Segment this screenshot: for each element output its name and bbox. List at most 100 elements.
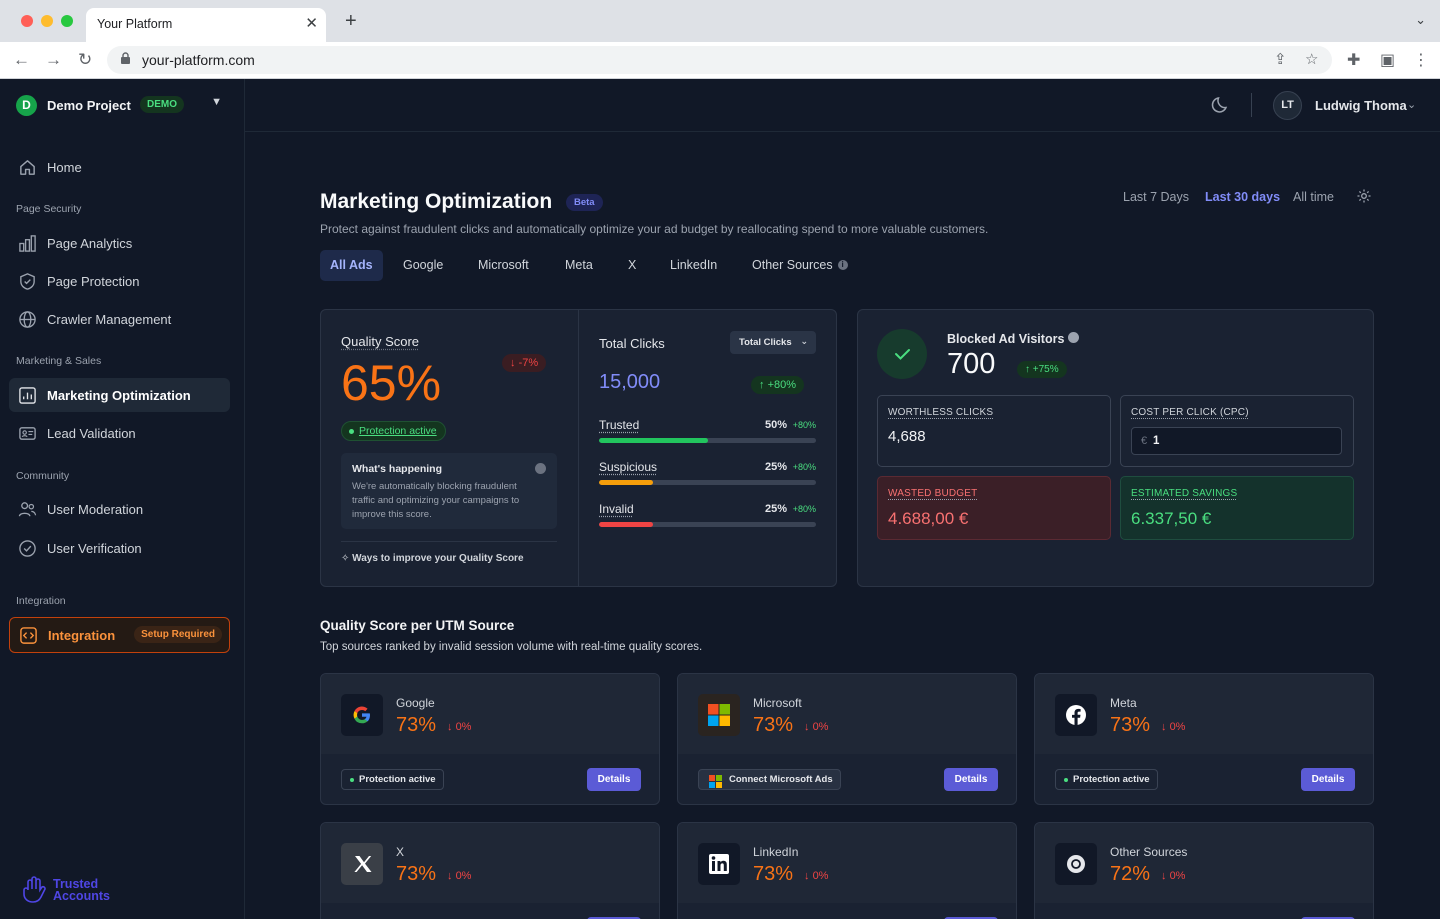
source-delta: ↓ 0% (447, 870, 472, 882)
improve-quality-link[interactable]: ✧ Ways to improve your Quality Score (341, 541, 557, 564)
user-avatar[interactable]: LT (1273, 91, 1302, 120)
cpc-label: COST PER CLICK (CPC) (1131, 407, 1249, 418)
brand-line-1: Trusted (53, 877, 99, 891)
source-card-footer: Protection active Details (321, 754, 659, 804)
facebook-logo-icon (1055, 694, 1097, 736)
details-button[interactable]: Details (587, 768, 641, 791)
tab-other-sources[interactable]: Other Sources i (742, 250, 858, 281)
close-window-button[interactable] (21, 15, 33, 27)
shield-check-icon (20, 273, 35, 290)
close-tab-icon[interactable]: ✕ (305, 15, 318, 32)
extensions-icon[interactable]: ✚ (1347, 52, 1361, 69)
range-all-time[interactable]: All time (1293, 190, 1334, 204)
info-icon[interactable] (1068, 332, 1079, 343)
sidebar-item-user-moderation[interactable]: User Moderation (9, 492, 230, 526)
source-card-footer: Details (321, 903, 659, 919)
total-clicks-delta-value: +80% (767, 379, 797, 391)
back-icon[interactable]: ← (13, 50, 30, 69)
details-button[interactable]: Details (944, 768, 998, 791)
source-card-other: Other Sources 72% ↓ 0% Details (1034, 822, 1374, 919)
bookmark-star-icon[interactable]: ☆ (1305, 51, 1319, 68)
tab-meta[interactable]: Meta (565, 258, 593, 272)
connect-microsoft-ads-button[interactable]: Connect Microsoft Ads (698, 769, 841, 790)
tab-all-ads[interactable]: All Ads (320, 250, 383, 281)
x-logo-icon (341, 843, 383, 885)
range-last-7-days[interactable]: Last 7 Days (1123, 190, 1190, 204)
address-bar[interactable]: your-platform.com ⇪ ☆ (107, 46, 1332, 74)
blocked-visitors-card: Blocked Ad Visitors 700 ↑ +75% WORTHLESS… (857, 309, 1374, 587)
divider (578, 310, 579, 586)
reload-icon[interactable]: ↻ (78, 50, 93, 69)
browser-tab[interactable]: Your Platform ✕ (86, 8, 326, 42)
tab-search-chevron-icon[interactable]: ⌄ (1415, 12, 1426, 27)
details-button[interactable]: Details (1301, 768, 1355, 791)
moon-icon[interactable] (1211, 95, 1231, 115)
quality-clicks-card: Quality Score 65% ↓ -7% Protection activ… (320, 309, 837, 587)
connect-label: Connect Microsoft Ads (729, 774, 833, 785)
sidebar-item-label: User Moderation (47, 502, 144, 517)
info-icon: i (837, 260, 848, 270)
cpc-input[interactable]: € 1 (1131, 427, 1342, 455)
sidebar-item-user-verification[interactable]: User Verification (9, 531, 230, 565)
project-switcher[interactable]: D Demo Project DEMO ▼ (16, 95, 228, 117)
source-score: 72% (1110, 863, 1151, 885)
details-button[interactable]: Details (1301, 917, 1355, 919)
sidebar-item-label: Page Analytics (47, 236, 133, 251)
estimated-savings-label: ESTIMATED SAVINGS (1131, 488, 1238, 499)
share-icon[interactable]: ⇪ (1274, 51, 1287, 68)
source-delta: ↓ 0% (1161, 870, 1186, 882)
worthless-clicks-box: WORTHLESS CLICKS 4,688 (877, 395, 1111, 467)
source-name: X (396, 845, 405, 859)
sidebar-item-home[interactable]: Home (9, 150, 230, 184)
protection-status-badge: Protection active (1055, 769, 1158, 790)
protection-status-link[interactable]: Protection active (341, 421, 446, 441)
click-bar-suspicious: Suspicious 25% +80% (599, 460, 816, 490)
google-logo-icon (341, 694, 383, 736)
minimize-window-button[interactable] (41, 15, 53, 27)
metric-select[interactable]: Total Clicks ⌄ (730, 331, 816, 354)
bar-change: +80% (792, 420, 816, 430)
range-last-30-days[interactable]: Last 30 days (1205, 190, 1281, 204)
sidebar-item-crawler-management[interactable]: Crawler Management (9, 302, 230, 336)
forward-icon[interactable]: → (45, 50, 62, 69)
new-tab-button[interactable]: + (345, 10, 357, 32)
quality-score-title: Quality Score (341, 334, 420, 349)
microsoft-logo-icon (709, 775, 722, 788)
lock-icon (121, 52, 130, 64)
tab-x[interactable]: X (628, 258, 637, 272)
source-card-footer: Details (678, 903, 1016, 919)
source-score: 73% (1110, 714, 1151, 736)
brand-text: Trusted Accounts (53, 877, 110, 903)
details-button[interactable]: Details (944, 917, 998, 919)
sidebar-item-lead-validation[interactable]: Lead Validation (9, 416, 230, 450)
gear-icon[interactable] (1356, 188, 1372, 204)
sidebar-item-page-analytics[interactable]: Page Analytics (9, 226, 230, 260)
beta-badge: Beta (566, 194, 603, 211)
browser-menu-icon[interactable]: ⋮ (1413, 52, 1429, 69)
brand-line-2: Accounts (53, 889, 110, 903)
maximize-window-button[interactable] (61, 15, 73, 27)
chevron-down-icon: ▼ (211, 96, 222, 108)
protection-status-badge: Protection active (341, 769, 444, 790)
sidebar-item-page-protection[interactable]: Page Protection (9, 264, 230, 298)
side-panel-icon[interactable]: ▣ (1380, 52, 1396, 69)
sidebar-item-marketing-optimization[interactable]: Marketing Optimization (9, 378, 230, 412)
info-icon[interactable] (535, 463, 546, 474)
tab-google[interactable]: Google (403, 258, 444, 272)
top-bar: LT Ludwig Thoma ⌄ (245, 79, 1440, 132)
source-delta: ↓ 0% (1161, 721, 1186, 733)
quality-score-value: 65% (341, 355, 442, 411)
worthless-clicks-value: 4,688 (888, 428, 926, 445)
details-button[interactable]: Details (587, 917, 641, 919)
bar-fill (599, 480, 654, 485)
utm-section-subtitle: Top sources ranked by invalid session vo… (320, 641, 703, 653)
blocked-visitors-delta: ↑ +75% (1017, 361, 1067, 378)
source-delta-value: 0% (812, 721, 829, 733)
utm-section-title: Quality Score per UTM Source (320, 618, 515, 633)
chevron-down-icon[interactable]: ⌄ (1407, 99, 1417, 111)
sidebar-item-integration[interactable]: Integration Setup Required (9, 617, 230, 653)
tab-microsoft[interactable]: Microsoft (478, 258, 529, 272)
user-name[interactable]: Ludwig Thoma (1315, 98, 1407, 113)
tab-linkedin[interactable]: LinkedIn (670, 258, 718, 272)
source-name: Other Sources (1110, 845, 1188, 859)
